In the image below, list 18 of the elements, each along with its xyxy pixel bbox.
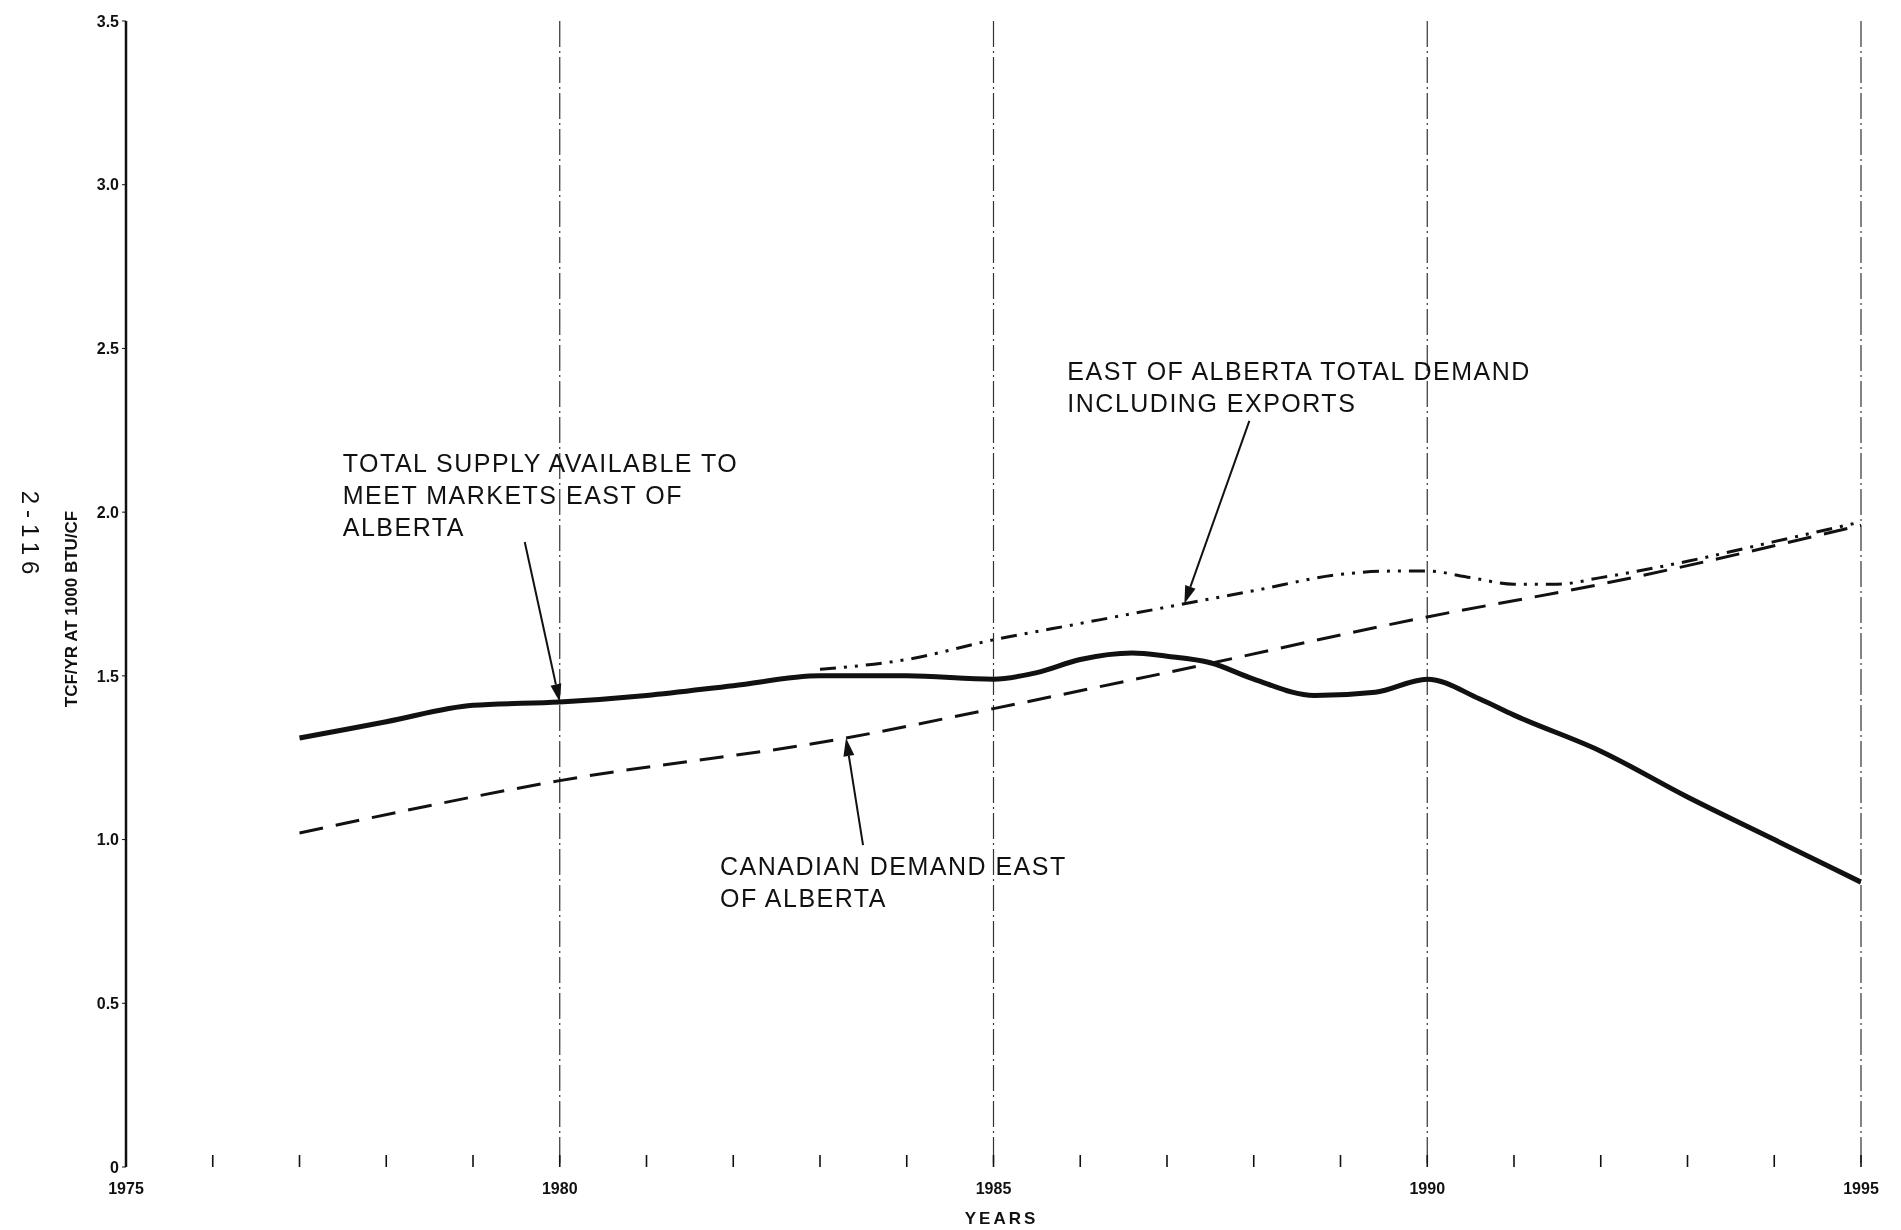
y-tick-label: 3.5 bbox=[96, 12, 120, 30]
x-tick-label: 1985 bbox=[975, 1180, 1012, 1197]
y-axis-title: TCF/YR AT 1000 BTU/CF bbox=[62, 510, 81, 708]
y-tick-label: 2.5 bbox=[96, 340, 120, 358]
text: 2-116 bbox=[17, 490, 44, 581]
y-tick-label: 0.5 bbox=[96, 994, 120, 1012]
text: EAST OF ALBERTA TOTAL DEMAND INCLUDING EXPORTS bbox=[1067, 356, 1531, 417]
x-axis-title: YEARS bbox=[964, 1209, 1039, 1228]
y-tick-label: 2.0 bbox=[96, 503, 120, 521]
x-tick-label: 1995 bbox=[1843, 1180, 1879, 1197]
y-tick-label: 1.0 bbox=[96, 831, 120, 849]
x-tick-label: 1990 bbox=[1409, 1180, 1446, 1197]
y-tick-label: 1.5 bbox=[96, 667, 120, 685]
x-tick-label: 1975 bbox=[108, 1180, 144, 1197]
x-tick-label: 1980 bbox=[541, 1180, 578, 1197]
y-tick-label: 0 bbox=[110, 1158, 120, 1176]
text: CANADIAN DEMAND EAST OF ALBERTA bbox=[720, 852, 1067, 913]
y-tick-label: 3.0 bbox=[96, 176, 120, 194]
